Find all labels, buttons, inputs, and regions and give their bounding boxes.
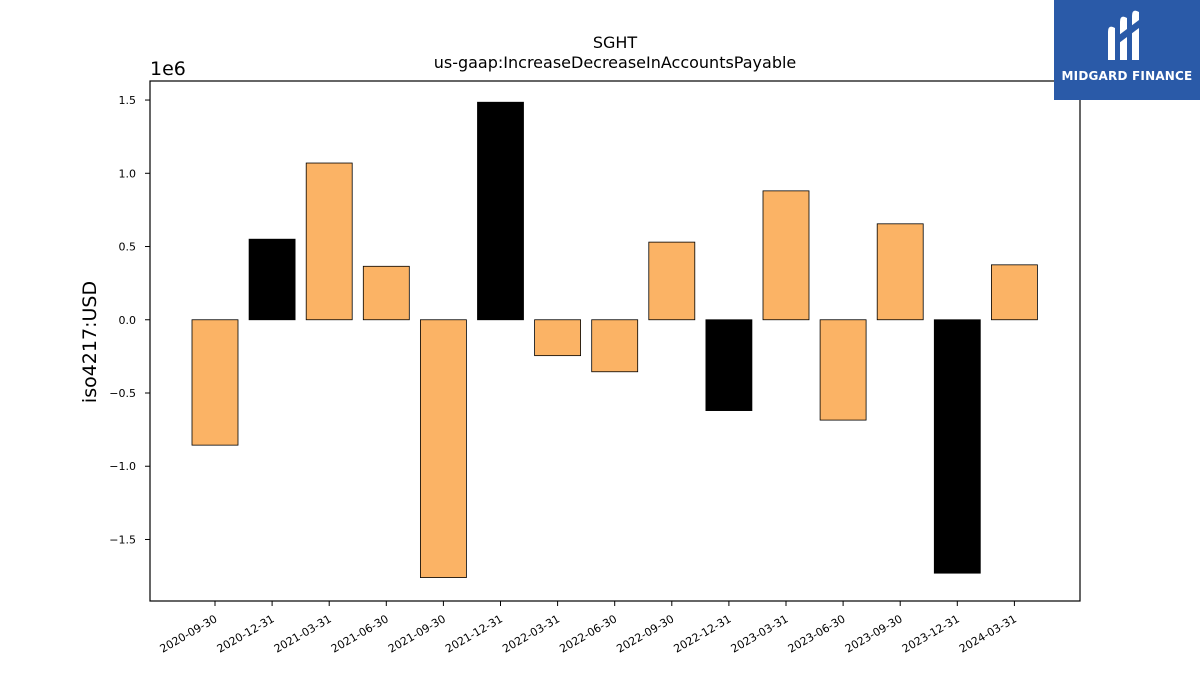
bar-2022-06-30 (591, 319, 639, 373)
bar-2021-12-31 (477, 101, 524, 321)
plot-frame (149, 80, 1081, 602)
logo-text: MIDGARD FINANCE (1061, 69, 1193, 83)
x-tick-label: 2023-03-31 (729, 612, 791, 655)
y-tick-label: −1.5 (109, 533, 136, 546)
bar-2022-03-31 (534, 319, 581, 357)
bar-2021-09-30 (419, 319, 467, 578)
y-tick-label: 1.0 (119, 167, 137, 180)
y-axis-ticks: −1.5 −1.0 −0.5 0.0 0.5 1.0 1.5 (109, 94, 150, 546)
x-tick-label: 2023-12-31 (900, 612, 962, 655)
bar-2023-09-30 (876, 223, 924, 321)
bars-group (191, 101, 1038, 578)
x-axis-ticks: 2020-09-302020-12-312021-03-312021-06-30… (158, 601, 1019, 656)
chart-subtitle: us-gaap:IncreaseDecreaseInAccountsPayabl… (434, 53, 797, 72)
bar-2023-03-31 (762, 190, 810, 321)
x-tick-label: 2022-09-30 (614, 612, 676, 655)
bar-2020-12-31 (248, 238, 296, 321)
x-tick-label: 2022-06-30 (557, 612, 619, 655)
x-tick-label: 2020-12-31 (215, 612, 277, 655)
x-tick-label: 2021-06-30 (329, 612, 391, 655)
x-tick-label: 2021-09-30 (386, 612, 448, 655)
bar-2021-06-30 (362, 265, 410, 321)
brand-logo: MIDGARD FINANCE (1054, 0, 1200, 100)
x-tick-label: 2020-09-30 (158, 612, 220, 655)
x-tick-label: 2023-09-30 (843, 612, 905, 655)
y-tick-label: 0.0 (119, 314, 137, 327)
x-tick-label: 2021-03-31 (272, 612, 334, 655)
bar-2023-12-31 (933, 319, 981, 574)
bar-2021-03-31 (305, 162, 353, 321)
y-tick-label: −1.0 (109, 460, 136, 473)
y-tick-label: 0.5 (119, 241, 137, 254)
x-tick-label: 2021-12-31 (443, 612, 505, 655)
bar-2020-09-30 (191, 319, 239, 446)
y-offset-label: 1e6 (150, 58, 186, 80)
bar-2023-06-30 (819, 319, 867, 421)
bar-2024-03-31 (991, 264, 1038, 321)
x-tick-label: 2023-06-30 (786, 612, 848, 655)
y-tick-label: 1.5 (119, 94, 137, 107)
logo-mark-icon (1108, 10, 1139, 61)
bar-2022-12-31 (705, 319, 753, 411)
chart-title: SGHT (593, 33, 638, 52)
y-tick-label: −0.5 (109, 387, 136, 400)
x-tick-label: 2022-03-31 (500, 612, 562, 655)
x-tick-label: 2022-12-31 (672, 612, 734, 655)
y-axis-label: iso4217:USD (79, 281, 101, 403)
bar-2022-09-30 (648, 241, 696, 321)
x-tick-label: 2024-03-31 (957, 612, 1019, 655)
